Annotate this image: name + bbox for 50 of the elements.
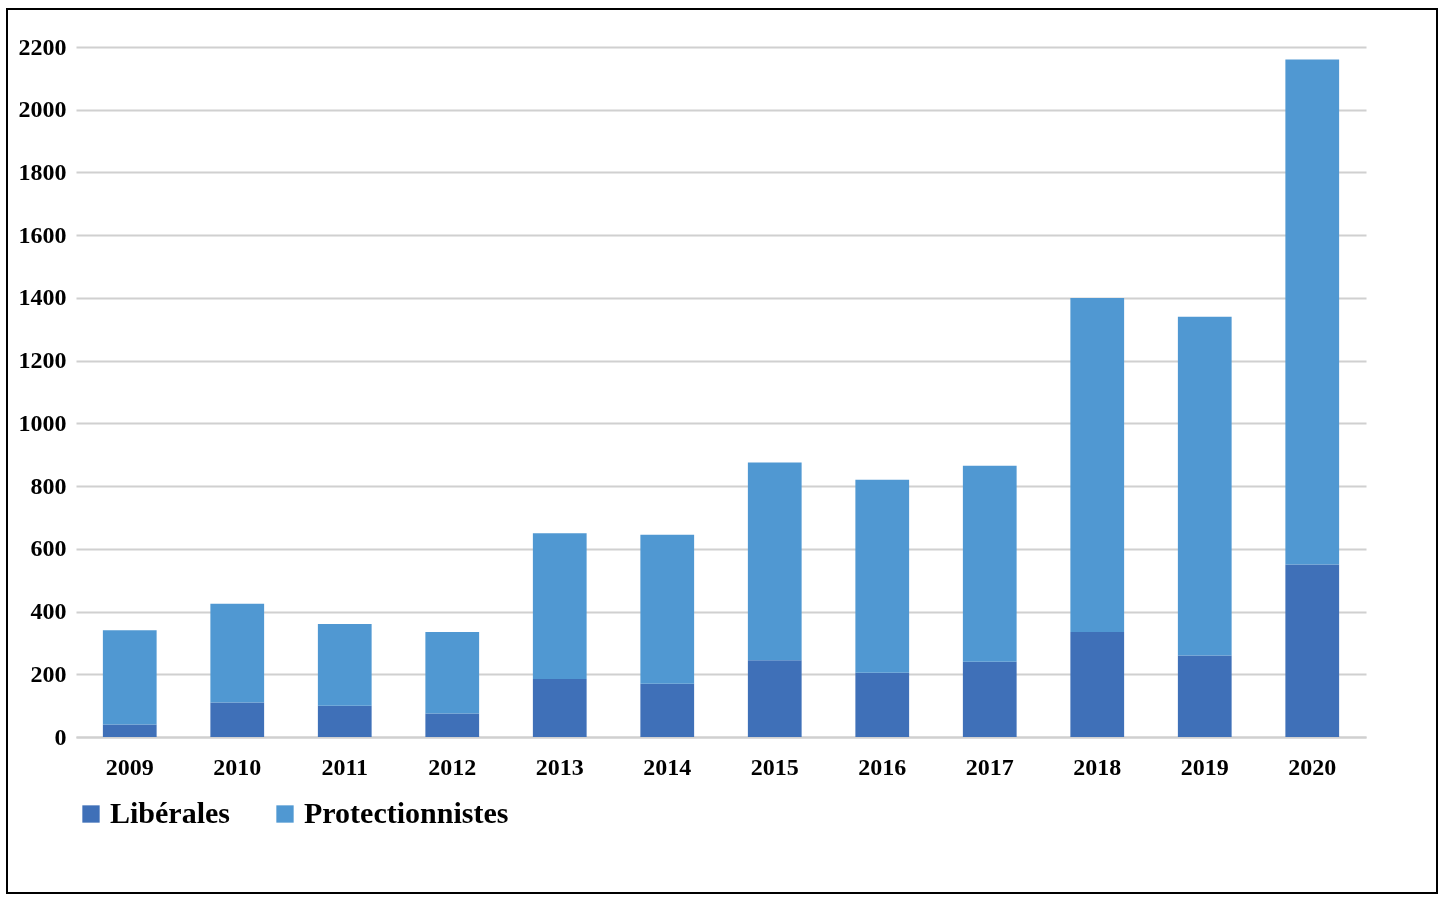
bar <box>640 683 695 737</box>
bar <box>640 534 695 684</box>
bar <box>210 603 265 703</box>
bar <box>747 660 802 737</box>
y-tick-label: 1800 <box>18 158 67 185</box>
y-tick-label: 2200 <box>18 33 67 60</box>
bar <box>317 705 372 737</box>
y-tick-label: 200 <box>30 660 67 687</box>
y-tick-label: 2000 <box>18 96 67 123</box>
x-tick-label: 2010 <box>213 753 262 780</box>
x-tick-label: 2020 <box>1288 753 1337 780</box>
x-tick-label: 2013 <box>535 753 584 780</box>
bar <box>532 533 587 679</box>
y-tick-label: 1000 <box>18 409 67 436</box>
legend-label: Protectionnistes <box>304 796 509 829</box>
x-tick-label: 2011 <box>321 753 369 780</box>
y-tick-label: 600 <box>30 535 67 562</box>
legend-label: Libérales <box>110 796 230 829</box>
y-tick-label: 1600 <box>18 221 67 248</box>
bar <box>317 624 372 706</box>
x-tick-label: 2019 <box>1180 753 1229 780</box>
bar <box>1177 655 1232 737</box>
bar <box>962 661 1017 737</box>
bar <box>855 672 910 737</box>
bar <box>425 713 480 737</box>
x-tick-label: 2016 <box>858 753 907 780</box>
bar <box>1285 564 1340 737</box>
x-tick-label: 2014 <box>643 753 692 780</box>
y-tick-label: 0 <box>54 723 67 750</box>
x-tick-label: 2018 <box>1073 753 1122 780</box>
x-tick-label: 2009 <box>105 753 154 780</box>
x-tick-label: 2015 <box>750 753 799 780</box>
bar <box>747 462 802 661</box>
y-tick-label: 400 <box>30 598 67 625</box>
bar <box>1070 297 1125 632</box>
x-tick-label: 2017 <box>965 753 1014 780</box>
bar <box>425 631 480 714</box>
bar <box>962 465 1017 662</box>
bar <box>1070 631 1125 737</box>
bar <box>102 724 157 737</box>
bar <box>210 702 265 737</box>
bar <box>1177 316 1232 656</box>
x-tick-label: 2012 <box>428 753 477 780</box>
y-tick-label: 1200 <box>18 347 67 374</box>
bar <box>855 479 910 673</box>
y-tick-label: 1400 <box>18 284 67 311</box>
bar <box>1285 59 1340 565</box>
bar <box>532 678 587 737</box>
bar <box>102 630 157 725</box>
y-tick-label: 800 <box>30 472 67 499</box>
